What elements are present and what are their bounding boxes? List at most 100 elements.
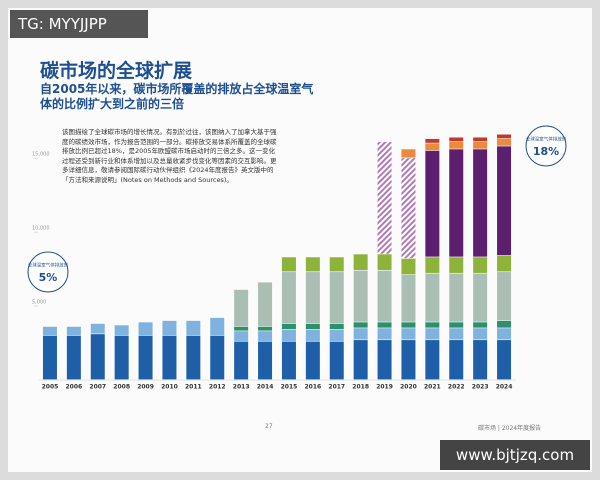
bar-segment <box>138 335 153 380</box>
bar-segment <box>234 341 249 380</box>
x-tick-label: 2024 <box>496 384 513 391</box>
bar-segment <box>210 317 225 336</box>
bar-segment <box>66 326 81 336</box>
bar-segment <box>425 150 440 257</box>
bar-segment <box>473 340 488 380</box>
page-number: 27 <box>265 423 273 430</box>
bar-segment <box>90 334 105 380</box>
watermark: TG: MYYJJPP <box>10 10 148 38</box>
bar-segment <box>449 149 464 257</box>
annotation-circle <box>27 251 69 293</box>
title: 碳市场的全球扩展 <box>40 60 193 82</box>
bar-segment <box>353 328 368 340</box>
bar-segment <box>449 340 464 380</box>
bar-segment <box>281 323 296 330</box>
bar-segment <box>281 272 296 324</box>
bar-segment <box>42 335 57 380</box>
bar-segment <box>449 257 464 273</box>
site-watermark: www.bjtjzq.com <box>440 440 590 470</box>
bar-segment <box>497 146 512 256</box>
bar-segment <box>186 335 201 380</box>
bar-segment <box>425 322 440 328</box>
bar-segment <box>401 149 416 158</box>
bar-segment <box>329 257 344 272</box>
bar-segment <box>66 335 81 380</box>
bar-segment <box>377 141 392 254</box>
x-tick-label: 2021 <box>424 384 441 391</box>
x-tick-label: 2011 <box>185 384 202 391</box>
x-tick-label: 2007 <box>89 384 106 391</box>
bar-segment <box>162 320 177 336</box>
bar-segment <box>401 158 416 259</box>
bar-segment <box>329 323 344 330</box>
bar-segment <box>449 273 464 322</box>
bar-segment <box>377 328 392 340</box>
bar-segment <box>449 328 464 340</box>
x-tick-label: 2019 <box>376 384 393 391</box>
bar-segment <box>305 257 320 272</box>
bar-segment <box>473 328 488 340</box>
x-tick-label: 2014 <box>257 384 274 391</box>
x-tick-label: 2018 <box>352 384 369 391</box>
bar-segment <box>377 340 392 380</box>
bar-segment <box>401 275 416 322</box>
bar-segment <box>425 328 440 340</box>
x-tick-label: 2005 <box>42 384 59 391</box>
bar-segment <box>473 137 488 142</box>
bar-segment <box>377 254 392 270</box>
bar-segment <box>305 272 320 324</box>
bar-segment <box>497 255 512 272</box>
bar-segment <box>329 272 344 324</box>
bar-segment <box>90 323 105 334</box>
bar-segment <box>234 289 249 327</box>
bar-segment <box>281 257 296 272</box>
bar-segment <box>449 322 464 328</box>
bar-segment <box>353 340 368 380</box>
bar-segment <box>401 328 416 340</box>
bar-segment <box>210 335 225 380</box>
bar-segment <box>353 322 368 328</box>
bar-segment <box>234 326 249 331</box>
bar-segment <box>497 272 512 321</box>
x-tick-label: 2017 <box>328 384 345 391</box>
bar-segment <box>329 329 344 341</box>
bar-segment <box>425 340 440 380</box>
annotation-share: 18% <box>533 145 559 158</box>
bar-segment <box>401 340 416 380</box>
x-tick-label: 2012 <box>209 384 226 391</box>
bar-segment <box>305 341 320 380</box>
bar-segment <box>401 322 416 328</box>
annotation-text: 全球温室气体排放的 <box>28 262 69 269</box>
report-name: 碳市场 | 2024年度报告 <box>478 425 542 432</box>
bar-segment <box>497 320 512 328</box>
bar-segment <box>449 141 464 149</box>
bar-segment <box>497 328 512 340</box>
bar-segment <box>425 273 440 322</box>
x-tick-label: 2006 <box>65 384 82 391</box>
bar-segment <box>473 141 488 149</box>
bar-segment <box>473 257 488 273</box>
x-tick-label: 2008 <box>113 384 130 391</box>
bar-segment <box>281 329 296 341</box>
bar-segment <box>425 143 440 151</box>
bar-segment <box>377 322 392 328</box>
x-tick-label: 2015 <box>281 384 298 391</box>
bar-segment <box>138 322 153 336</box>
x-tick-label: 2022 <box>448 384 465 391</box>
bar-segment <box>186 320 201 336</box>
bar-segment <box>258 326 273 331</box>
subtitle: 自2005年以来，碳市场所覆盖的排放占全球温室气体的比例扩大到之前的三倍 <box>40 82 314 111</box>
bar-segment <box>497 134 512 139</box>
bar-segment <box>473 149 488 257</box>
bar-segment <box>258 341 273 380</box>
bar-segment <box>234 331 249 341</box>
bar-segment <box>353 270 368 322</box>
bar-segment <box>353 254 368 270</box>
bar-segment <box>497 138 512 146</box>
bar-segment <box>425 138 440 143</box>
bar-segment <box>258 331 273 341</box>
bar-segment <box>377 270 392 322</box>
bar-segment <box>305 323 320 330</box>
